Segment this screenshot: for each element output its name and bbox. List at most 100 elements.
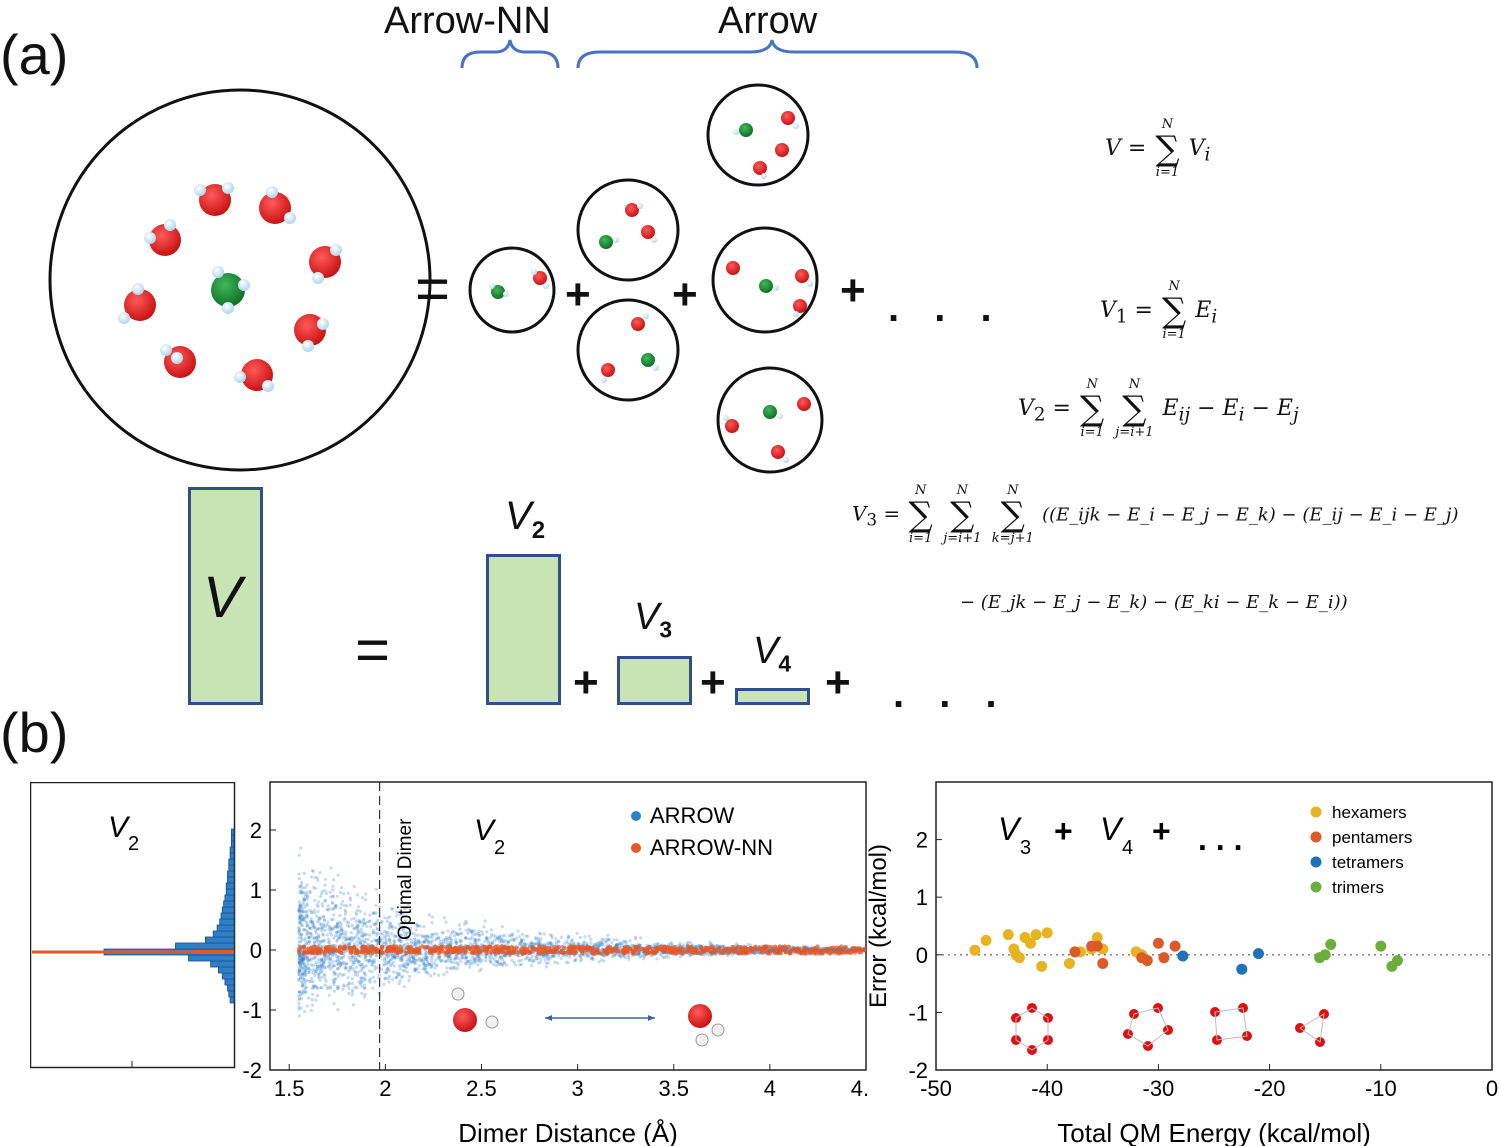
scatter1-point-arrow: [334, 944, 338, 948]
scatter1-point-arrow: [307, 979, 311, 983]
plus-sign: +: [565, 270, 591, 319]
scatter1-point-arrow: [397, 956, 401, 960]
scatter1-point-arrow: [495, 937, 499, 941]
scatter1-point-arrow: [404, 933, 408, 937]
scatter1-point-arrow: [309, 935, 313, 939]
scatter1-point-arrow: [341, 899, 345, 903]
scatter1-point-arrow: [485, 930, 489, 934]
scatter1-point-arrow: [578, 955, 583, 959]
scatter1-point-arrow: [341, 941, 345, 945]
scatter1-point-arrow: [431, 933, 435, 937]
scatter1-point-arrow: [755, 950, 759, 954]
scatter1-point-arrow: [327, 957, 331, 961]
scatter1-point-arrow: [334, 930, 338, 935]
scatter1-point-arrow-nn: [674, 951, 679, 956]
scatter1-point-arrow: [456, 933, 460, 937]
scatter1-point-arrow: [412, 954, 416, 958]
scatter1-point-arrow: [420, 933, 424, 937]
scatter1-point-arrow: [343, 916, 347, 920]
scatter1-point-arrow-nn: [650, 946, 656, 951]
scatter1-point-arrow: [397, 938, 401, 942]
scatter1-point-arrow: [351, 981, 355, 986]
scatter1-point-arrow: [403, 969, 407, 973]
plus-sign: +: [573, 658, 599, 707]
water-molecule: [144, 219, 181, 256]
scatter1-point-arrow: [546, 941, 550, 945]
scatter1-point-arrow: [470, 955, 474, 959]
scatter1-point-arrow: [299, 952, 303, 956]
scatter1-point-arrow: [321, 938, 325, 942]
scatter1-point-arrow: [361, 921, 365, 925]
scatter1-point-arrow: [340, 926, 344, 930]
equation-v3-line2: − (E_jk − E_j − E_k) − (E_ki − E_k − E_i…: [960, 592, 1348, 613]
scatter1-point-arrow-nn: [298, 945, 303, 950]
scatter1-point-arrow: [539, 932, 543, 936]
scatter1-point-arrow: [334, 906, 338, 910]
scatter1-point-arrow: [375, 938, 379, 942]
scatter1-point-arrow: [479, 960, 483, 964]
scatter1-point-arrow: [491, 941, 495, 945]
scatter1-point-arrow: [568, 955, 572, 959]
scatter1-point-arrow: [387, 969, 391, 973]
scatter1-point-arrow: [302, 915, 306, 919]
scatter1-point-arrow: [336, 934, 340, 938]
scatter1-point-arrow-nn: [522, 945, 527, 950]
scatter1-point-arrow: [335, 921, 339, 925]
scatter1-point-arrow: [542, 932, 547, 936]
scatter1-point-arrow: [301, 896, 306, 900]
scatter1-point-arrow: [557, 940, 561, 944]
scatter1-point-arrow: [306, 955, 310, 960]
scatter1-point-arrow: [411, 941, 415, 945]
scatter1-point-arrow: [339, 921, 343, 925]
scatter1-point-arrow: [489, 933, 493, 937]
scatter1-point-arrow: [465, 959, 469, 963]
scatter1-point-arrow: [434, 938, 438, 942]
scatter1-point-arrow: [310, 920, 314, 924]
scatter1-point-arrow: [612, 953, 616, 957]
scatter1-point-arrow: [323, 883, 327, 887]
scatter1-point-arrow: [316, 933, 321, 937]
scatter1-point-arrow: [364, 964, 368, 968]
scatter1-point-arrow: [426, 941, 430, 945]
scatter1-point-arrow: [302, 898, 306, 902]
scatter1-point-arrow: [303, 1009, 307, 1013]
scatter1-point-arrow: [445, 966, 449, 970]
scatter1-point-arrow: [324, 965, 328, 969]
scatter1-x-tick-label: 2: [379, 1076, 391, 1101]
scatter1-point-arrow: [332, 970, 336, 974]
scatter1-point-arrow: [559, 956, 563, 960]
scatter1-point-arrow: [313, 956, 317, 960]
scatter1-point-arrow: [359, 927, 363, 931]
scatter1-point-arrow-nn: [533, 946, 538, 952]
scatter1-point-arrow: [298, 909, 302, 913]
scatter1-point-arrow: [310, 987, 314, 991]
scatter1-point-arrow-nn: [628, 946, 633, 952]
scatter1-point-arrow: [321, 939, 325, 944]
scatter1-point-arrow: [423, 953, 427, 957]
scatter1-point-arrow: [569, 941, 573, 945]
scatter1-point-arrow: [552, 954, 556, 958]
scatter1-point-arrow: [340, 973, 344, 977]
scatter1-point-arrow: [328, 925, 332, 929]
scatter1-point-arrow-nn: [783, 949, 788, 955]
scatter1-point-arrow: [359, 964, 363, 968]
scatter1-point-arrow: [423, 952, 427, 956]
scatter1-point-arrow: [383, 929, 387, 933]
scatter1-point-arrow: [430, 959, 434, 963]
scatter1-point-arrow: [319, 966, 323, 970]
scatter1-point-arrow: [387, 960, 391, 964]
scatter1-point-arrow: [367, 960, 371, 964]
scatter1-point-arrow: [539, 941, 543, 945]
scatter1-point-arrow: [413, 969, 417, 973]
histogram-bar: [227, 870, 235, 878]
scatter1-point-arrow: [562, 942, 567, 946]
scatter1-point-arrow: [444, 920, 448, 924]
scatter1-point-arrow: [345, 983, 349, 988]
scatter1-point-arrow: [310, 933, 314, 937]
scatter1-point-arrow: [328, 967, 332, 971]
equation-total: V = N ∑ i=1 Vi: [1105, 117, 1211, 180]
scatter1-point-arrow: [335, 894, 339, 898]
scatter1-point-arrow: [468, 965, 472, 969]
scatter1-point-arrow: [523, 942, 527, 946]
scatter1-point-arrow: [311, 984, 315, 989]
